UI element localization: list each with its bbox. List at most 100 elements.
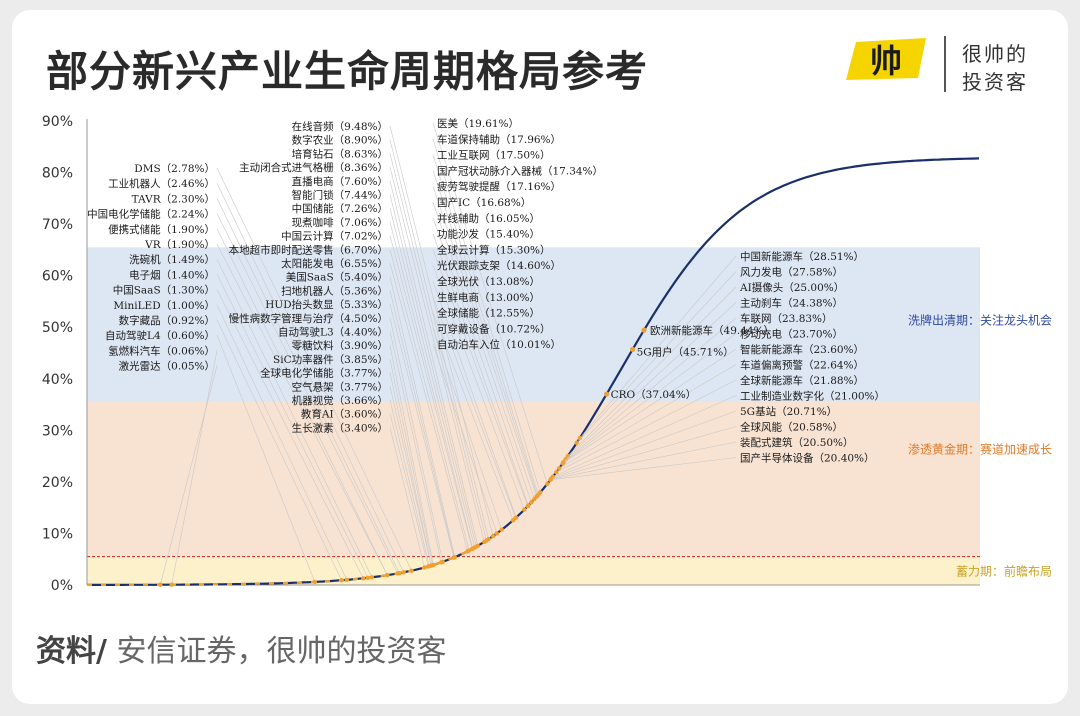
point-label: HUD抬头数显（5.33%） [265,298,388,311]
data-point [510,518,516,523]
leader-line [579,255,737,439]
data-point [339,578,344,583]
point-label: 主动闭合式进气格栅（8.36%） [239,161,388,174]
leader-line [216,243,388,576]
leader-line [432,138,541,493]
data-point [560,461,565,466]
leader-line [432,265,525,510]
leader-line [216,289,364,579]
leader-line [432,296,516,519]
point-label: 机器视觉（3.66%） [292,394,388,407]
leader-line [432,170,538,496]
point-label: 直播电商（7.60%） [292,175,388,188]
point-label: 本地超市即时配送零售（6.70%） [229,243,388,256]
leader-line [389,167,485,542]
point-label: 数字藏品（0.92%） [119,314,215,327]
y-tick-label: 80% [42,166,73,182]
point-label: 工业制造业数字化（21.00%） [740,390,885,403]
data-point [548,477,553,483]
point-label: 智能新能源车（23.60%） [740,343,864,356]
point-label: DMS（2.78%） [134,163,215,175]
leader-line [567,286,737,457]
logo-divider [944,36,946,92]
point-label: 国产半导体设备（20.40%） [740,452,875,465]
data-point [630,346,636,352]
point-label: 自动泊车入位（10.01%） [437,338,561,351]
leader-line [389,413,429,567]
point-label: 洗碗机（1.49%） [129,253,215,266]
leader-line [216,198,400,574]
point-label: 氢燃料汽车（0.06%） [108,344,215,357]
y-tick-label: 10% [42,526,73,542]
point-label: 全球电化学储能（3.77%） [260,367,388,380]
source-note: 资料/ 安信证券，很帅的投资客 [36,626,447,670]
point-label: 零糖饮料（3.90%） [292,339,388,352]
point-label: 功能沙发（15.40%） [437,228,540,241]
data-point [401,570,406,575]
point-label: MiniLED（1.00%） [113,300,215,312]
leader-line [389,399,430,567]
point-label: VR（1.90%） [144,239,215,251]
page-title: 部分新兴产业生命周期格局参考 [46,47,649,96]
point-label: 风力发电（27.58%） [740,266,843,279]
zone-label: 渗透黄金期：赛道加速成长 [908,442,1052,457]
leader-line [389,290,455,558]
point-label: 工业互联网（17.50%） [437,150,551,162]
point-label: SiC功率器件（3.85%） [273,353,388,366]
zone-label: 蓄力期：前瞻布局 [956,564,1052,579]
point-label: 太阳能发电（6.55%） [281,257,388,270]
leader-line [160,365,218,585]
point-label: 空气悬架（3.77%） [292,380,388,393]
data-point [439,560,444,565]
point-label: 主动刹车（24.38%） [740,297,843,310]
leader-line [171,350,218,585]
y-tick-label: 40% [42,372,73,388]
leader-line [432,312,514,521]
point-label: 全球储能（12.55%） [437,307,540,320]
leader-line [432,201,535,500]
leader-line [216,319,342,581]
data-point [545,481,550,487]
leader-line [216,259,373,578]
data-point [425,564,431,569]
point-label: 车道偏离预警（22.64%） [740,359,864,372]
point-label: 中国新能源车（28.51%） [740,250,864,263]
leader-line [432,217,532,503]
leader-line [556,379,737,473]
point-label: 中国SaaS（1.30%） [113,284,215,297]
leader-line [389,427,425,568]
leader-line [389,139,489,540]
leader-line [552,395,737,478]
data-point [422,565,427,570]
logo-text-line2: 投资客 [962,70,1028,94]
point-label: CRO（37.04%） [611,389,697,401]
point-label: 光伏跟踪支架（14.60%） [437,259,561,272]
leader-line [389,194,477,547]
y-tick-label: 30% [42,423,73,439]
data-point [554,469,559,475]
leader-line [562,348,737,464]
leader-line [216,335,316,583]
data-point [529,500,534,505]
data-point [365,575,371,580]
data-point [369,575,375,580]
point-label: 医美（19.61%） [437,117,519,130]
point-label: 5G用户（45.71%） [637,345,734,358]
y-tick-label: 60% [42,269,73,285]
data-point [465,549,470,554]
data-point [385,573,390,578]
leader-line [551,426,737,480]
leader-line [551,410,737,479]
leader-line [432,344,498,534]
point-label: 欧洲新能源车（49.44%） [650,324,774,337]
point-label: 电子烟（1.40%） [129,268,215,281]
data-point [577,435,583,441]
data-point [574,440,579,446]
data-point [451,555,457,560]
point-label: 5G基站（20.71%） [740,405,837,418]
point-label: 中国电化学储能（2.24%） [87,208,215,221]
zone-label: 洗牌出清期：关注龙头机会 [908,313,1052,328]
leader-line [432,186,537,497]
leader-line [432,249,529,507]
